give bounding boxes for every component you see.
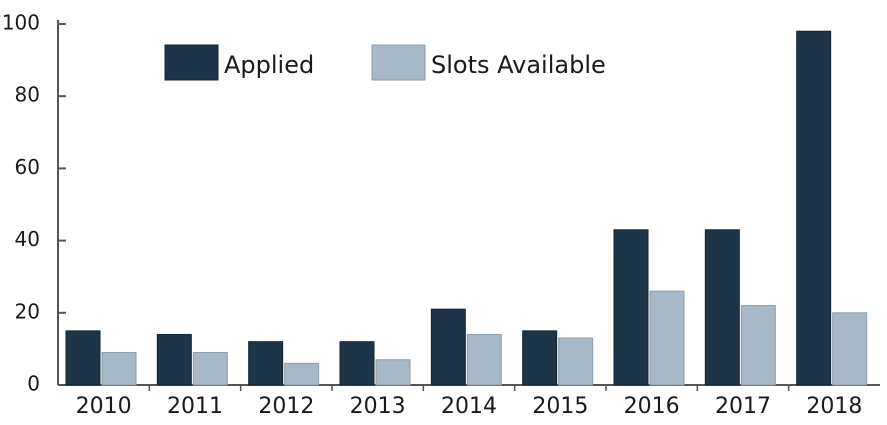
legend-label: Slots Available: [431, 51, 606, 79]
x-tick-label: 2010: [76, 394, 132, 419]
bar: [101, 352, 137, 386]
x-tick-label: 2015: [532, 394, 588, 419]
x-tick-label: 2016: [624, 394, 680, 419]
y-tick-label: 100: [2, 11, 40, 35]
legend-label: Applied: [224, 51, 314, 79]
x-tick-label: 2018: [806, 394, 862, 419]
bar: [613, 229, 649, 386]
x-tick-label: 2017: [715, 394, 771, 419]
y-tick-label: 0: [27, 372, 40, 396]
x-tick-label: 2013: [350, 394, 406, 419]
bar: [430, 308, 466, 386]
bar: [375, 359, 411, 386]
y-tick-label: 60: [15, 155, 40, 179]
bar: [339, 341, 375, 386]
legend-swatch: [371, 44, 426, 81]
bar: [558, 337, 594, 386]
legend-swatch: [164, 44, 219, 81]
bar: [248, 341, 284, 386]
x-tick-label: 2012: [258, 394, 314, 419]
x-tick-label: 2014: [441, 394, 497, 419]
bar: [740, 305, 776, 386]
y-tick-label: 40: [15, 227, 40, 251]
bar: [796, 30, 832, 386]
bar: [522, 330, 558, 386]
bar: [832, 312, 868, 386]
bar: [704, 229, 740, 386]
bar: [192, 352, 228, 386]
bar: [156, 333, 192, 386]
bar: [466, 333, 502, 386]
bar: [284, 362, 320, 386]
x-tick-label: 2011: [167, 394, 223, 419]
bar: [65, 330, 101, 386]
y-tick-label: 80: [15, 83, 40, 107]
y-tick-label: 20: [15, 299, 40, 323]
bar: [649, 290, 685, 386]
